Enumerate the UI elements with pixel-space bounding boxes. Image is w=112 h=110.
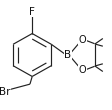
Text: Br: Br [0,87,11,97]
Text: F: F [29,7,35,16]
Text: O: O [78,65,86,75]
Text: O: O [78,35,86,45]
Text: B: B [64,50,71,60]
